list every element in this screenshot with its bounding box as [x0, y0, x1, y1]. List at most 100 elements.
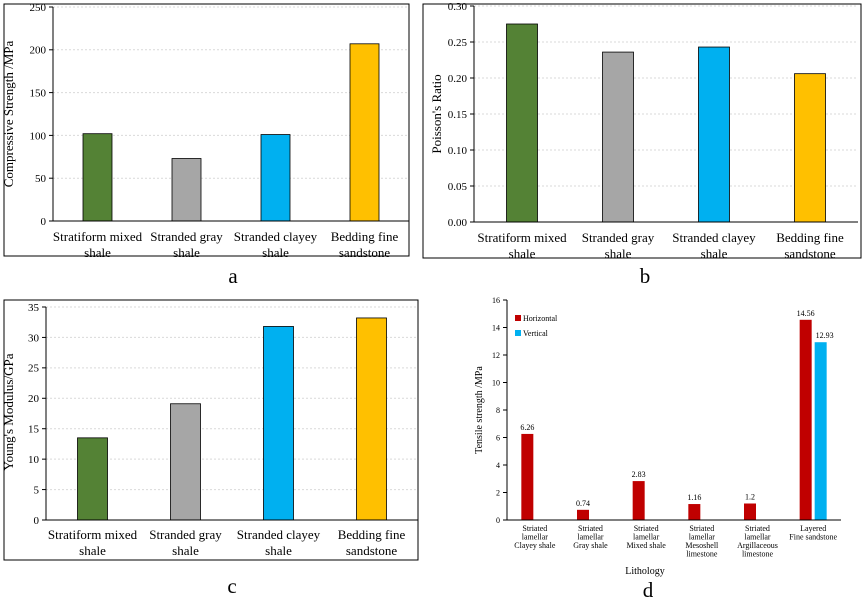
y-tick-label: 0	[41, 216, 47, 228]
y-tick-label: 10	[28, 454, 40, 466]
y-tick-label: 12	[492, 351, 500, 360]
bar	[171, 158, 202, 222]
y-tick-label: 50	[35, 173, 47, 185]
y-tick-label: 100	[30, 130, 47, 142]
x-tick-label: lamellar	[633, 533, 660, 542]
data-label: 0.74	[576, 499, 590, 508]
x-tick-label: Stranded clayey	[237, 527, 321, 542]
panel-a-y-axis-label: Compressive Strength /MPa	[1, 40, 16, 187]
x-tick-label: shale	[605, 246, 632, 261]
y-tick-label: 20	[28, 393, 40, 405]
y-tick-label: 10	[492, 378, 500, 387]
y-tick-label: 0.15	[448, 109, 468, 121]
panel-d-x-axis-label: Lithology	[625, 566, 664, 577]
x-tick-label: shale	[173, 245, 200, 260]
y-tick-label: 0.20	[448, 73, 468, 85]
panel-a-label: a	[228, 264, 238, 288]
x-tick-label: lamellar	[577, 533, 604, 542]
x-tick-label: Striated	[522, 524, 547, 533]
x-tick-label: Argillaceous	[737, 541, 778, 550]
x-tick-label: shale	[265, 543, 292, 558]
panel-d-bars: 6.26 0.74 2.83 1.16 1.2 14.56 12.93	[520, 309, 834, 520]
bar	[260, 134, 291, 222]
y-tick-label: 2	[496, 488, 500, 497]
data-label: 1.16	[687, 493, 701, 502]
x-tick-label: Stratiform mixed	[53, 229, 143, 244]
x-tick-label: Layered	[800, 524, 826, 533]
panel-b: 0.00 0.05 0.10 0.15 0.20 0.25 0.30 Stratiform …	[422, 1, 862, 288]
legend-label: Vertical	[523, 329, 549, 338]
data-label: 2.83	[632, 470, 646, 479]
panel-b-bars	[506, 23, 826, 223]
y-tick-label: 0.25	[448, 37, 468, 49]
y-tick-label: 5	[34, 484, 40, 496]
bar	[170, 403, 201, 521]
x-tick-label: Gray shale	[573, 541, 608, 550]
y-tick-label: 15	[28, 424, 40, 436]
x-tick-label: Stranded gray	[582, 230, 655, 245]
panel-d-label: d	[643, 578, 654, 601]
x-tick-label: shale	[262, 245, 289, 260]
panel-b-y-axis-label: Poisson's Ratio	[429, 74, 444, 153]
x-tick-label: shale	[84, 245, 111, 260]
y-tick-label: 0	[34, 515, 40, 527]
x-tick-label: lamellar	[689, 533, 716, 542]
legend-swatch	[515, 330, 521, 336]
bar	[632, 481, 645, 520]
x-tick-label: Striated	[578, 524, 603, 533]
panel-b-gridlines	[474, 5, 858, 187]
x-tick-label: lamellar	[522, 533, 549, 542]
bar	[698, 46, 730, 223]
data-label: 6.26	[520, 423, 534, 432]
y-tick-label: 8	[496, 406, 500, 415]
legend-swatch	[515, 315, 521, 321]
y-tick-label: 0.30	[448, 1, 468, 13]
bar	[794, 73, 826, 223]
x-tick-label: Stratiform mixed	[477, 230, 567, 245]
y-tick-label: 16	[492, 296, 500, 305]
x-tick-label: Mixed shale	[627, 541, 667, 550]
bar	[688, 504, 701, 520]
x-tick-label: Stratiform mixed	[48, 527, 138, 542]
panel-b-y-ticks: 0.00 0.05 0.10 0.15 0.20 0.25 0.30	[448, 1, 474, 229]
x-tick-label: shale	[509, 246, 536, 261]
panel-c-frame	[3, 299, 419, 561]
data-label: 14.56	[797, 309, 815, 318]
panel-a-frame	[3, 3, 410, 257]
y-tick-label: 250	[30, 2, 47, 14]
bar	[744, 503, 756, 520]
bar	[263, 326, 294, 521]
y-tick-label: 0.05	[448, 181, 468, 193]
panel-a-bars	[82, 43, 380, 222]
x-tick-label: lamellar	[744, 533, 771, 542]
panel-c-gridlines	[46, 306, 418, 491]
panel-d-y-axis-label: Tensile strength /MPa	[474, 366, 485, 454]
data-label: 1.2	[745, 493, 755, 502]
x-tick-label: shale	[172, 543, 199, 558]
x-tick-label: Bedding fine	[331, 229, 399, 244]
y-tick-label: 35	[28, 302, 40, 314]
bar	[577, 509, 589, 520]
x-tick-label: Striated	[745, 524, 770, 533]
y-tick-label: 25	[28, 363, 40, 375]
panel-d: 6.26 0.74 2.83 1.16 1.2 14.56 12.93 0 2 4 6 8 10 12 1…	[474, 296, 841, 601]
x-tick-label: sandstone	[346, 543, 398, 558]
x-tick-label: Striated	[689, 524, 714, 533]
panel-d-legend: Horizontal Vertical	[515, 314, 558, 338]
x-tick-label: Stranded gray	[150, 229, 223, 244]
panel-a-y-ticks: 0 50 100 150 200 250	[30, 2, 53, 228]
x-tick-label: sandstone	[339, 245, 391, 260]
x-tick-label: Stranded gray	[149, 527, 222, 542]
bar	[602, 51, 634, 223]
y-tick-label: 0	[496, 516, 500, 525]
x-tick-label: Bedding fine	[338, 527, 406, 542]
bar	[356, 317, 387, 521]
x-tick-label: sandstone	[784, 246, 836, 261]
legend-label: Horizontal	[523, 314, 558, 323]
